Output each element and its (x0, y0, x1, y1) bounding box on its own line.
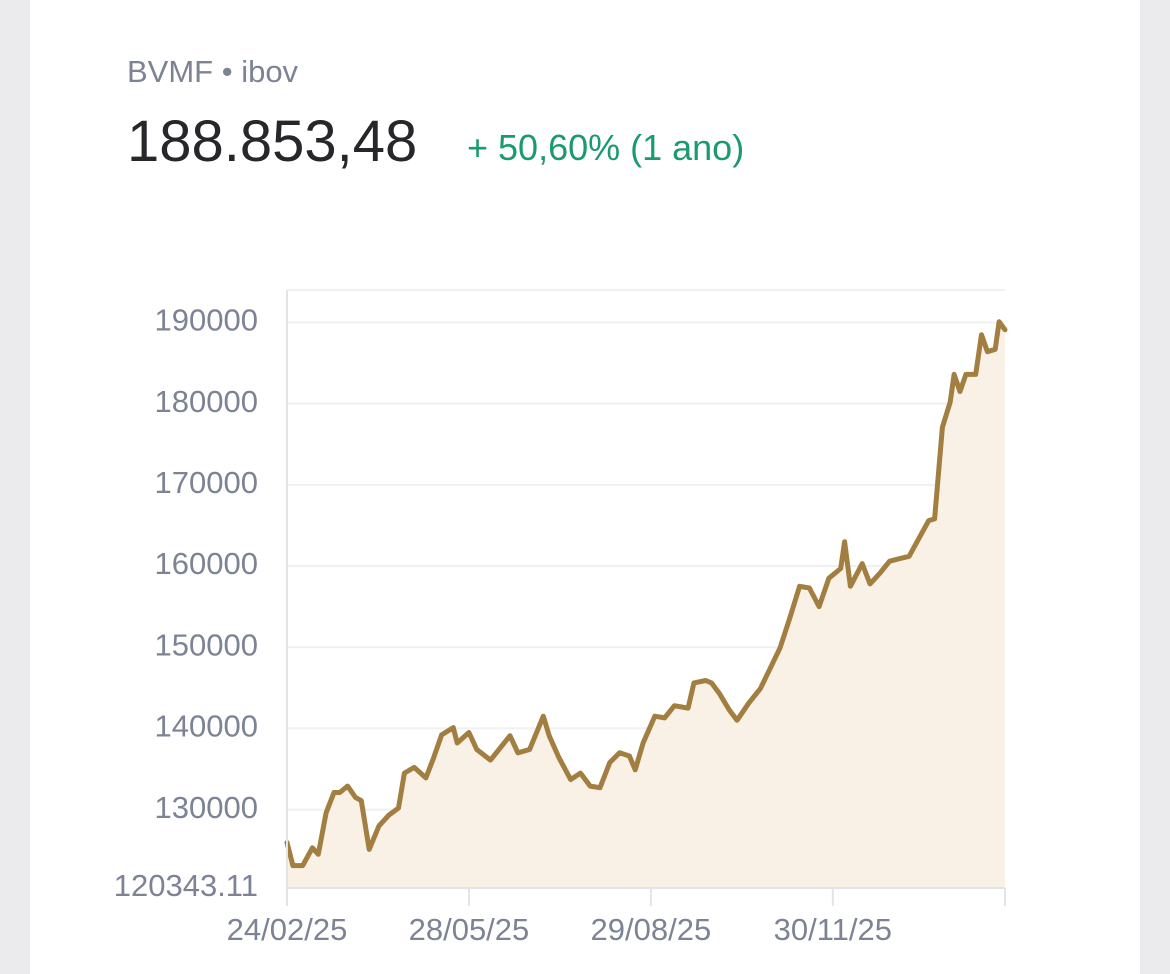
symbol: BVMF • ibov (127, 54, 299, 89)
y-tick-label: 190000 (155, 303, 258, 338)
x-tick-label: 28/05/25 (409, 912, 530, 947)
y-tick-label: 170000 (155, 465, 258, 500)
price: 188.853,48 (127, 109, 418, 174)
y-tick-label: 140000 (155, 709, 258, 744)
area-fill (287, 321, 1005, 888)
y-tick-label: 150000 (155, 627, 258, 662)
price-line (284, 319, 1008, 869)
x-tick-label: 24/02/25 (227, 912, 348, 947)
change: + 50,60% (1 ano) (467, 127, 745, 168)
x-tick-label: 30/11/25 (774, 912, 892, 947)
y-tick-label: 180000 (155, 384, 258, 419)
x-tick-label: 29/08/25 (591, 912, 712, 947)
y-tick-label: 120343.11 (114, 868, 258, 903)
y-tick-label: 160000 (155, 546, 258, 581)
y-tick-label: 130000 (155, 790, 258, 825)
